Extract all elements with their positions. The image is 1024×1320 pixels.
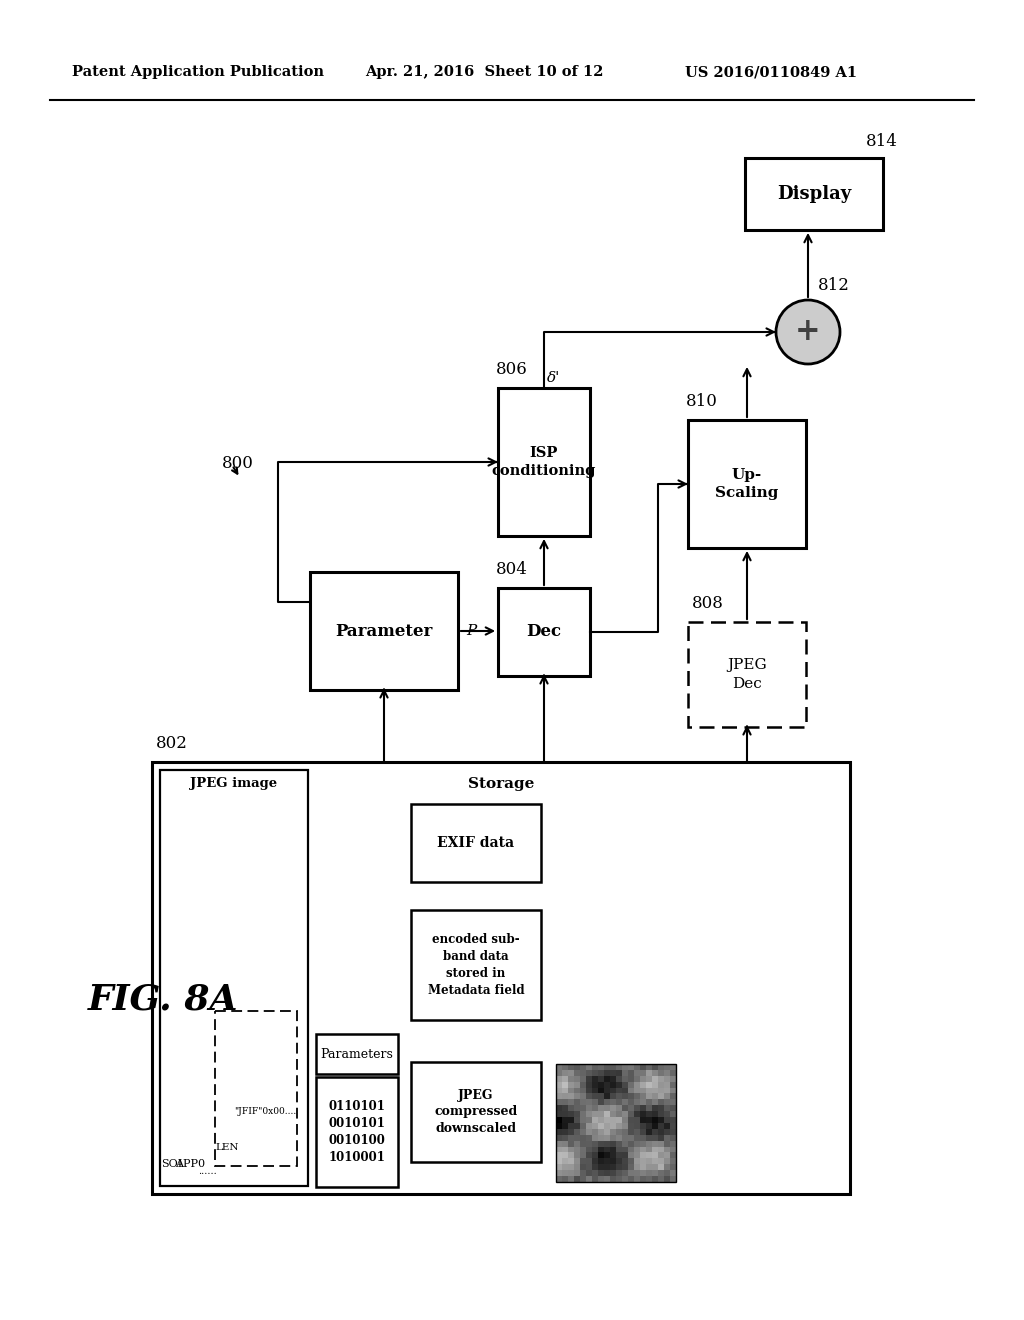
Bar bbox=[215, 1011, 297, 1166]
Text: FIG. 8A: FIG. 8A bbox=[88, 983, 239, 1016]
Text: Dec: Dec bbox=[526, 623, 561, 640]
Bar bbox=[316, 1077, 398, 1187]
Text: SOI: SOI bbox=[162, 1159, 182, 1170]
Text: 800: 800 bbox=[222, 454, 254, 471]
Bar bbox=[745, 158, 883, 230]
Bar bbox=[688, 420, 806, 548]
Text: ......: ...... bbox=[198, 1167, 216, 1176]
Bar bbox=[498, 587, 590, 676]
Bar bbox=[152, 762, 850, 1195]
Text: 802: 802 bbox=[156, 735, 187, 752]
Bar bbox=[316, 1034, 398, 1074]
Text: LEN: LEN bbox=[215, 1143, 239, 1152]
Bar bbox=[411, 909, 541, 1020]
Text: Display: Display bbox=[777, 185, 851, 203]
Text: Patent Application Publication: Patent Application Publication bbox=[72, 65, 324, 79]
Bar bbox=[411, 1063, 541, 1162]
Bar bbox=[310, 572, 458, 690]
Text: P: P bbox=[466, 624, 476, 638]
Text: Parameter: Parameter bbox=[335, 623, 433, 639]
Text: encoded sub-
band data
stored in
Metadata field: encoded sub- band data stored in Metadat… bbox=[428, 933, 524, 997]
Text: JPEG image: JPEG image bbox=[190, 777, 278, 791]
Text: 814: 814 bbox=[866, 133, 898, 150]
Bar bbox=[160, 770, 308, 1185]
Text: ISP
conditioning: ISP conditioning bbox=[492, 446, 596, 478]
Text: 810: 810 bbox=[686, 393, 718, 411]
Text: +: + bbox=[796, 317, 821, 347]
Circle shape bbox=[776, 300, 840, 364]
Text: JPEG
Dec: JPEG Dec bbox=[727, 659, 767, 690]
Bar bbox=[498, 388, 590, 536]
Text: 808: 808 bbox=[692, 595, 724, 612]
Text: 806: 806 bbox=[496, 362, 527, 379]
Text: Parameters: Parameters bbox=[321, 1048, 393, 1060]
Bar bbox=[688, 622, 806, 727]
Text: Up-
Scaling: Up- Scaling bbox=[716, 467, 778, 500]
Text: "JFIF"0x00....: "JFIF"0x00.... bbox=[233, 1106, 296, 1115]
Text: Storage: Storage bbox=[468, 777, 535, 791]
Bar bbox=[411, 804, 541, 882]
Text: APP0: APP0 bbox=[175, 1159, 205, 1170]
Text: JPEG
compressed
downscaled: JPEG compressed downscaled bbox=[434, 1089, 517, 1135]
Text: δ': δ' bbox=[547, 371, 561, 385]
Text: Apr. 21, 2016  Sheet 10 of 12: Apr. 21, 2016 Sheet 10 of 12 bbox=[365, 65, 603, 79]
Text: US 2016/0110849 A1: US 2016/0110849 A1 bbox=[685, 65, 857, 79]
Text: 0110101
0010101
0010100
1010001: 0110101 0010101 0010100 1010001 bbox=[329, 1100, 385, 1164]
Bar bbox=[556, 1064, 676, 1181]
Text: 812: 812 bbox=[818, 277, 850, 294]
Text: 804: 804 bbox=[496, 561, 528, 578]
Text: EXIF data: EXIF data bbox=[437, 836, 515, 850]
